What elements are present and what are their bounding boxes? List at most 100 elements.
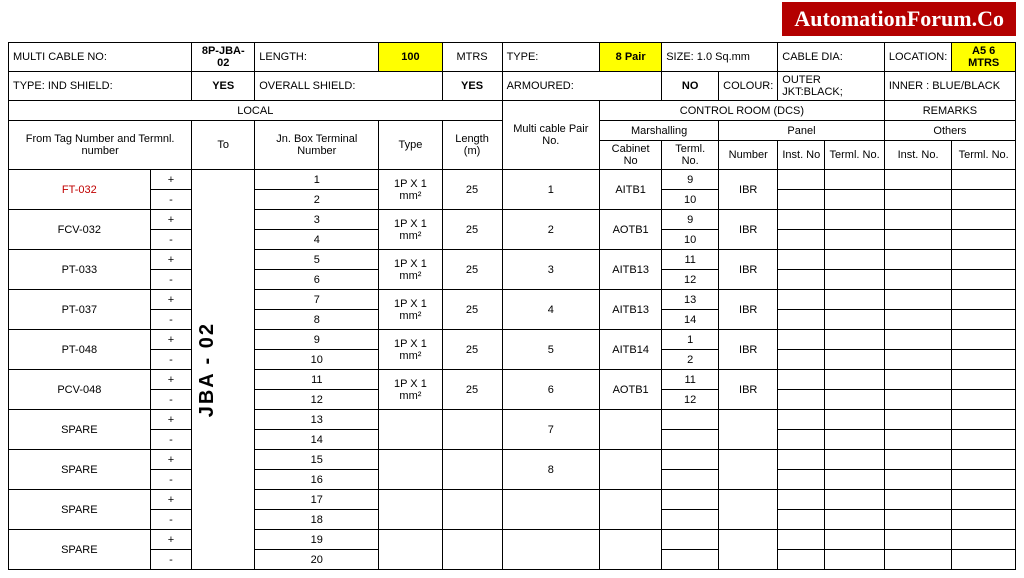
cab-cell xyxy=(600,530,662,570)
multi-cable-no: 8P-JBA-02 xyxy=(192,43,255,72)
panel-header: Panel xyxy=(719,121,885,141)
type-cell: 1P X 1 mm² xyxy=(379,330,442,370)
term-cell xyxy=(662,490,719,510)
panel-term-cell xyxy=(825,430,885,450)
term-cell xyxy=(662,430,719,450)
tag-cell: SPARE xyxy=(9,530,151,570)
len-cell: 25 xyxy=(442,370,502,410)
panel-term-cell xyxy=(825,330,885,350)
term-cell: 12 xyxy=(662,270,719,290)
armoured-value: NO xyxy=(662,72,719,101)
panel-term-cell xyxy=(825,530,885,550)
jn-cell: 13 xyxy=(255,410,379,430)
marshalling-header: Marshalling xyxy=(600,121,719,141)
others-inst-cell xyxy=(884,330,951,350)
terml-no-header: Terml. No. xyxy=(662,141,719,170)
panel-inst-cell xyxy=(778,290,825,310)
term-cell: 9 xyxy=(662,210,719,230)
pair-cell: 4 xyxy=(502,290,599,330)
panel-inst-cell xyxy=(778,350,825,370)
panel-term-cell xyxy=(825,550,885,570)
cab-cell: AITB14 xyxy=(600,330,662,370)
number-header: Number xyxy=(719,141,778,170)
others-inst-cell xyxy=(884,250,951,270)
type-cell: 1P X 1 mm² xyxy=(379,250,442,290)
others-inst-cell xyxy=(884,310,951,330)
polarity-cell: - xyxy=(150,390,192,410)
num-cell xyxy=(719,410,778,450)
inner-colour: INNER : BLUE/BLACK xyxy=(884,72,1015,101)
panel-term-cell xyxy=(825,510,885,530)
polarity-cell: + xyxy=(150,330,192,350)
others-term-cell xyxy=(952,550,1016,570)
inst-no-header: Inst. No xyxy=(778,141,825,170)
others-inst-cell xyxy=(884,370,951,390)
panel-term-cell xyxy=(825,490,885,510)
others-term-cell xyxy=(952,530,1016,550)
type-value: 8 Pair xyxy=(600,43,662,72)
polarity-cell: - xyxy=(150,510,192,530)
panel-inst-cell xyxy=(778,490,825,510)
panel-term-cell xyxy=(825,470,885,490)
type-col-header: Type xyxy=(379,121,442,170)
jn-cell: 11 xyxy=(255,370,379,390)
len-cell xyxy=(442,490,502,530)
panel-term-cell xyxy=(825,410,885,430)
others-inst-cell xyxy=(884,290,951,310)
others-term-cell xyxy=(952,230,1016,250)
overall-shield-label: OVERALL SHIELD: xyxy=(255,72,442,101)
panel-inst-cell xyxy=(778,210,825,230)
cab-cell: AITB1 xyxy=(600,170,662,210)
term-cell xyxy=(662,510,719,530)
terml-no2-header: Terml. No. xyxy=(825,141,885,170)
num-cell xyxy=(719,450,778,490)
jn-cell: 6 xyxy=(255,270,379,290)
type-cell: 1P X 1 mm² xyxy=(379,210,442,250)
others-inst-cell xyxy=(884,350,951,370)
others-term-cell xyxy=(952,490,1016,510)
others-inst-cell xyxy=(884,490,951,510)
ind-shield-value: YES xyxy=(192,72,255,101)
type-cell: 1P X 1 mm² xyxy=(379,290,442,330)
jn-cell: 18 xyxy=(255,510,379,530)
length-value: 100 xyxy=(379,43,442,72)
polarity-cell: - xyxy=(150,270,192,290)
cab-cell: AITB13 xyxy=(600,290,662,330)
location-value: A5 6 MTRS xyxy=(952,43,1016,72)
num-cell: IBR xyxy=(719,250,778,290)
type-cell xyxy=(379,450,442,490)
others-term-cell xyxy=(952,290,1016,310)
from-tag-header: From Tag Number and Termnl. number xyxy=(9,121,192,170)
panel-term-cell xyxy=(825,370,885,390)
polarity-cell: - xyxy=(150,190,192,210)
type-cell xyxy=(379,490,442,530)
tag-cell: PT-048 xyxy=(9,330,151,370)
size-label: SIZE: 1.0 Sq.mm xyxy=(662,43,778,72)
panel-term-cell xyxy=(825,210,885,230)
jn-cell: 8 xyxy=(255,310,379,330)
term-cell: 11 xyxy=(662,250,719,270)
polarity-cell: + xyxy=(150,490,192,510)
panel-term-cell xyxy=(825,290,885,310)
term-cell: 11 xyxy=(662,370,719,390)
type-cell: 1P X 1 mm² xyxy=(379,170,442,210)
panel-inst-cell xyxy=(778,230,825,250)
others-inst-cell xyxy=(884,170,951,190)
panel-term-cell xyxy=(825,230,885,250)
cab-cell: AITB13 xyxy=(600,250,662,290)
others-inst-cell xyxy=(884,230,951,250)
colour-label: COLOUR: xyxy=(719,72,778,101)
others-term-cell xyxy=(952,170,1016,190)
panel-inst-cell xyxy=(778,470,825,490)
armoured-label: ARMOURED: xyxy=(502,72,662,101)
jn-cell: 14 xyxy=(255,430,379,450)
pair-cell xyxy=(502,490,599,530)
others-term-cell xyxy=(952,410,1016,430)
tag-cell: PT-033 xyxy=(9,250,151,290)
term-cell: 10 xyxy=(662,190,719,210)
jn-cell: 7 xyxy=(255,290,379,310)
inst-no2-header: Inst. No. xyxy=(884,141,951,170)
jn-cell: 15 xyxy=(255,450,379,470)
others-inst-cell xyxy=(884,530,951,550)
panel-term-cell xyxy=(825,250,885,270)
